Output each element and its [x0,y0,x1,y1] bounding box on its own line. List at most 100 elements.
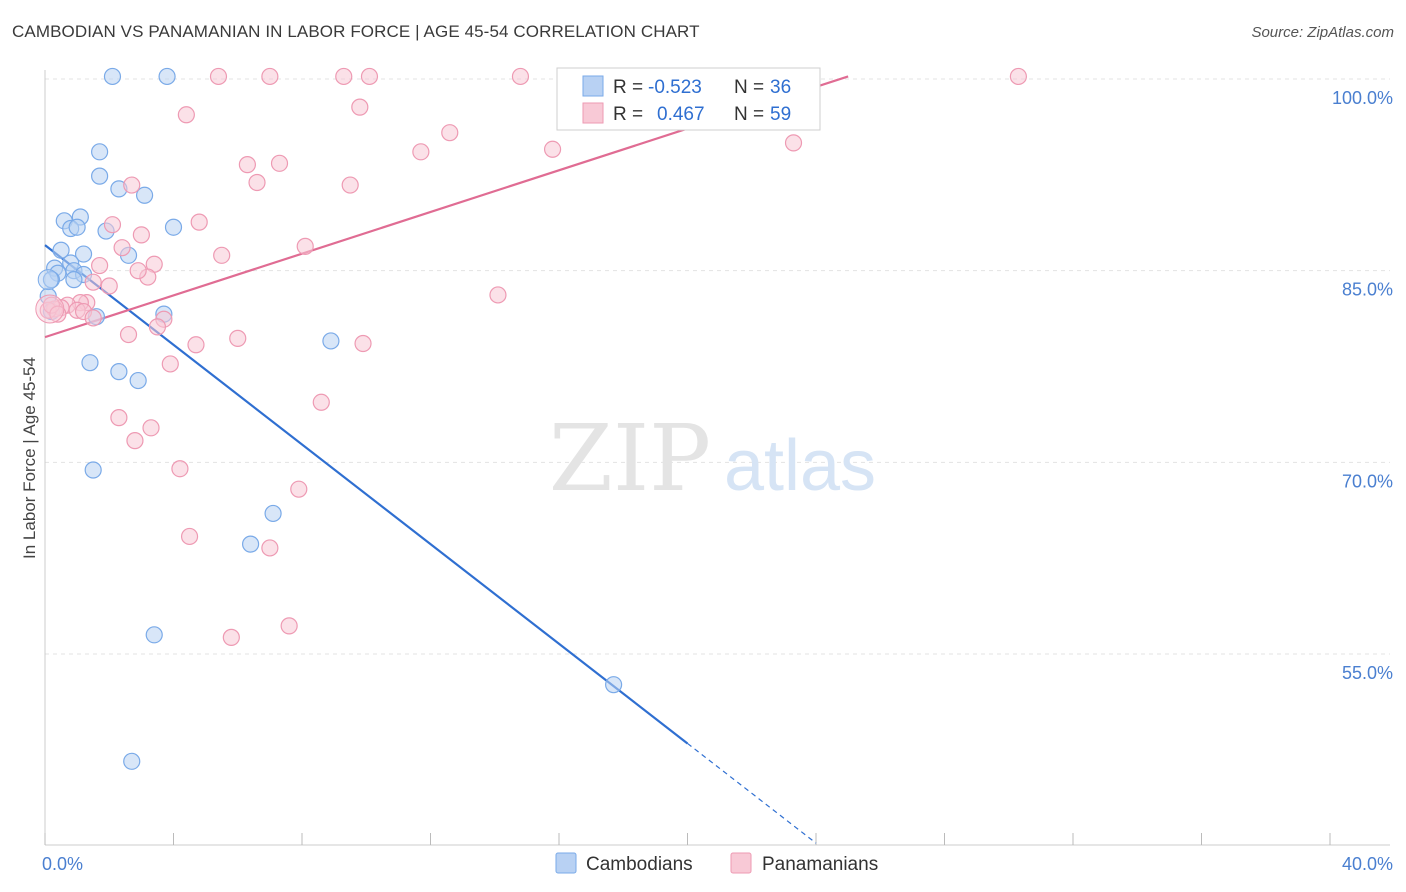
legend-swatch-cambodians [582,75,604,97]
point-cambodians-2 [91,143,109,161]
point-cambodians-34 [605,676,623,694]
point-panamanians-1 [261,67,279,86]
point-panamanians-24 [91,256,109,275]
point-panamanians-19 [103,216,122,234]
point-panamanians-17 [341,176,359,194]
point-cambodians-33 [145,626,163,644]
point-panamanians-49 [312,393,330,411]
point-cambodians-cluster [37,269,59,291]
point-panamanians-52 [126,432,144,450]
point-panamanians-54 [290,480,308,498]
point-panamanians-44 [119,325,138,344]
legend-r-label-0: R = [613,77,643,98]
source-label: Source: ZipAtlas.com [1251,24,1394,41]
point-panamanians-28 [84,273,102,291]
point-panamanians-22 [296,237,314,255]
point-panamanians-18 [190,213,208,231]
point-cambodians-3 [91,167,109,185]
point-panamanians-48 [161,355,179,373]
legend-bottom-panamanians: Panamanians [762,854,878,875]
point-panamanians-cluster [35,294,65,324]
point-panamanians-45 [229,329,247,347]
x-tick-label-1: 40.0% [1342,854,1393,874]
point-panamanians-23 [213,246,231,264]
point-panamanians-12 [784,134,803,152]
point-cambodians-27 [81,354,99,372]
point-cambodians-32 [242,535,260,553]
point-panamanians-43 [148,318,167,336]
point-cambodians-28 [110,363,128,381]
legend-bottom-cambodians: Cambodians [586,854,693,875]
legend-r-value-1: 0.467 [657,104,705,125]
point-panamanians-58 [222,628,240,646]
point-cambodians-31 [264,504,282,523]
x-tick-label-0: 0.0% [42,854,83,874]
point-panamanians-53 [171,460,189,478]
point-panamanians-15 [248,173,266,192]
legend-r-label-1: R = [613,104,643,125]
point-panamanians-16 [123,176,141,194]
point-panamanians-56 [261,539,279,557]
y-axis-label: In Labor Force | Age 45-54 [20,357,39,559]
y-tick-label-1: 70.0% [1342,471,1393,491]
point-panamanians-14 [270,154,289,172]
point-cambodians-5 [135,186,154,204]
point-panamanians-51 [142,419,160,437]
point-panamanians-20 [132,226,150,244]
stats-legend: R = -0.523 N = 36 R = 0.467 N = 59 [556,67,821,131]
chart-title: CAMBODIAN VS PANAMANIAN IN LABOR FORCE |… [12,22,700,41]
point-panamanians-29 [100,277,118,295]
point-panamanians-27 [129,262,147,280]
point-panamanians-9 [441,124,459,142]
point-panamanians-10 [412,143,430,161]
point-panamanians-41 [84,309,102,327]
axes [44,70,1390,846]
point-cambodians-21 [65,271,83,289]
point-cambodians-12 [52,241,70,259]
watermark: ZIP atlas [549,405,876,512]
point-cambodians-10 [68,218,86,236]
point-panamanians-13 [238,156,256,174]
point-panamanians-7 [177,106,195,124]
point-panamanians-2 [335,67,353,86]
legend-n-label-0: N = [734,77,764,98]
point-panamanians-3 [360,67,379,86]
point-cambodians-13 [74,245,93,263]
point-panamanians-40 [49,305,67,323]
point-panamanians-11 [543,140,562,158]
point-cambodians-0 [103,67,122,86]
point-cambodians-1 [158,67,176,86]
point-panamanians-5 [1009,67,1027,86]
legend-bottom-swatch-panamanians [730,852,752,874]
legend-n-value-1: 59 [770,104,791,125]
point-cambodians-35 [123,752,141,770]
legend-r-value-0: -0.523 [648,77,702,98]
trend-line-cambodians-extension [687,742,817,844]
y-tick-label-0: 55.0% [1342,663,1393,683]
point-cambodians-29 [129,371,147,390]
y-tick-label-3: 100.0% [1332,88,1393,108]
point-panamanians-50 [110,409,128,427]
point-panamanians-57 [280,617,298,635]
legend-n-label-1: N = [734,104,764,125]
point-cambodians-26 [322,332,340,350]
point-panamanians-0 [209,67,228,86]
y-tick-label-2: 85.0% [1342,280,1393,300]
point-panamanians-30 [489,286,507,304]
legend-bottom-swatch-cambodians [555,852,577,874]
point-panamanians-8 [351,98,369,116]
point-panamanians-21 [113,239,131,257]
tick-labels: 55.0% 70.0% 85.0% 100.0% 0.0% 40.0% [42,88,1393,874]
watermark-zip: ZIP [549,405,711,512]
point-panamanians-55 [180,527,199,546]
point-cambodians-11 [164,218,183,236]
point-panamanians-47 [354,334,372,353]
data-points [35,67,1027,770]
series-legend: Cambodians Panamanians [555,852,878,875]
legend-n-value-0: 36 [770,77,791,98]
point-panamanians-46 [187,336,205,354]
point-panamanians-4 [511,67,530,86]
point-cambodians-30 [84,461,102,479]
legend-swatch-panamanians [582,102,604,124]
